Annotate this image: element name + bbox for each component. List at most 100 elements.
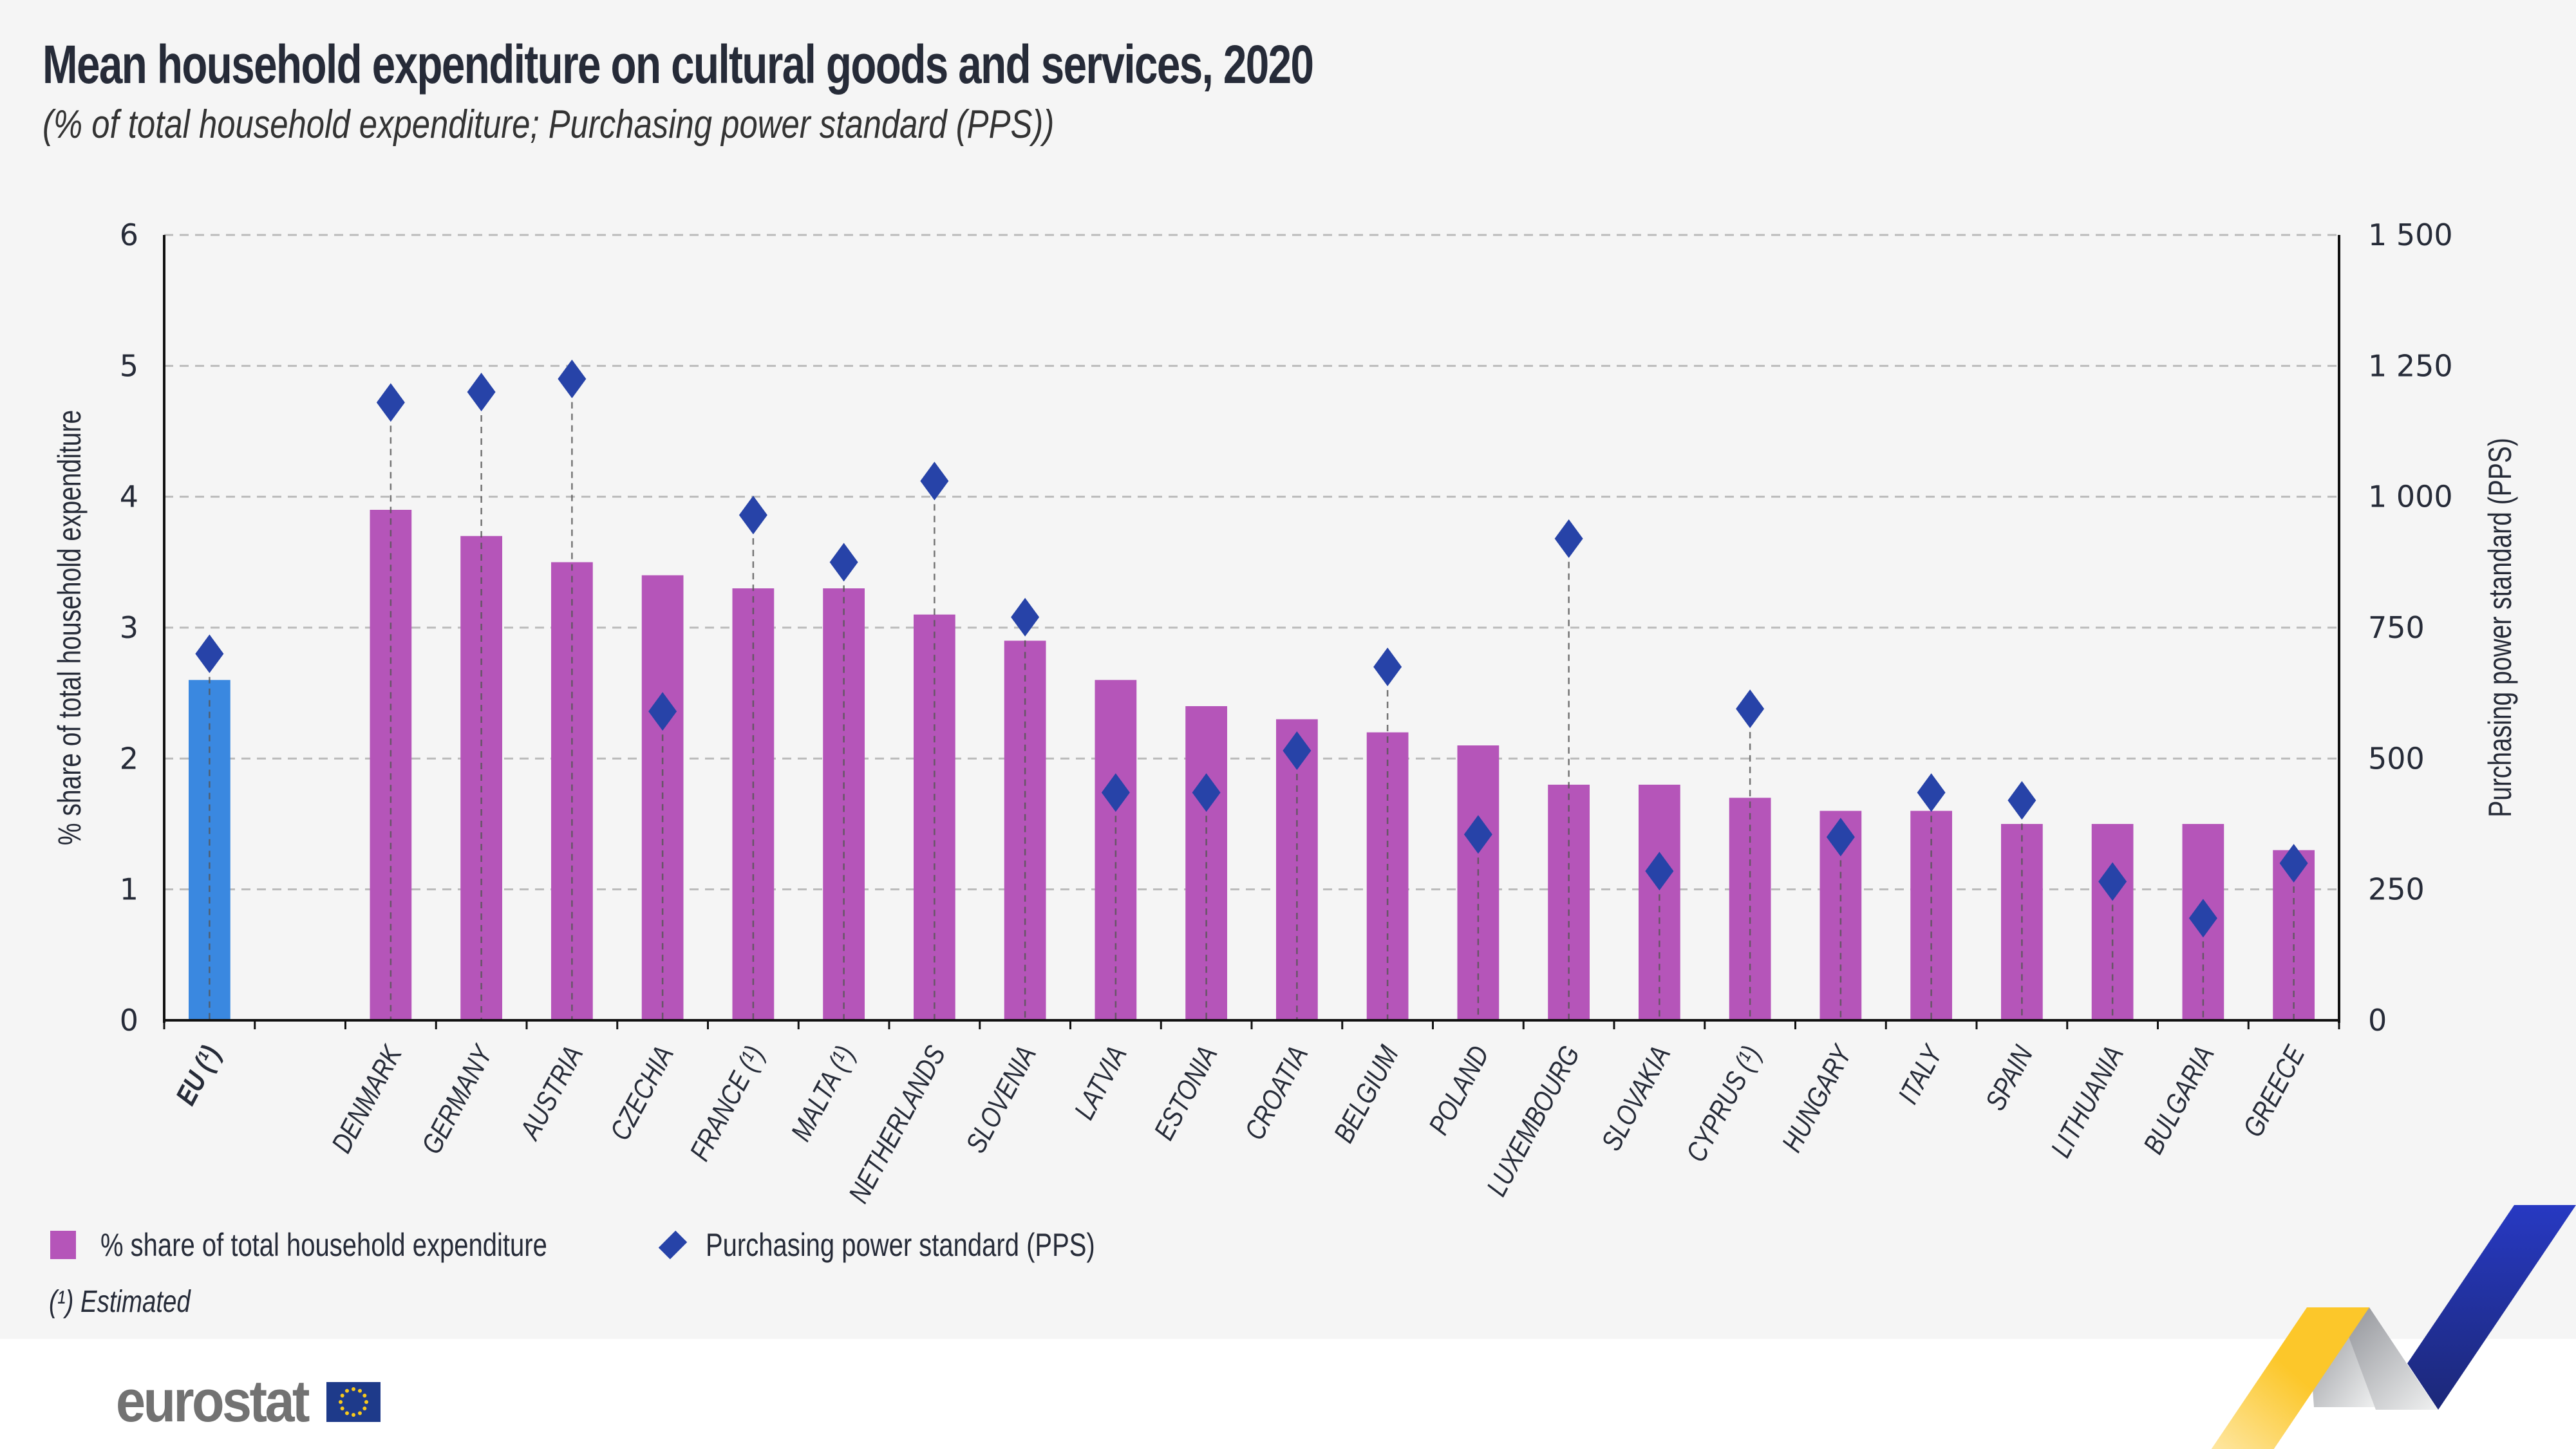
y-tick-label: 1	[120, 872, 138, 907]
y-tick-label: 6	[120, 218, 138, 252]
y-axis-label: % share of total household expenditure	[51, 410, 88, 845]
pps-diamond	[195, 634, 224, 673]
diamond-stems	[209, 379, 2295, 1020]
pps-diamond	[1917, 773, 1946, 812]
x-tick-label: ESTONIA	[1148, 1041, 1223, 1145]
pps-diamond	[829, 543, 858, 582]
chart-panel	[0, 0, 2576, 1339]
pps-diamond	[1736, 689, 1765, 729]
pps-diamonds	[195, 359, 2308, 938]
legend-diamond-label: Purchasing power standard (PPS)	[706, 1227, 1095, 1263]
legend-bar-label: % share of total household expenditure	[100, 1227, 547, 1263]
x-tick-label: SPAIN	[1979, 1040, 2039, 1116]
eu-flag-icon	[326, 1381, 381, 1422]
bar	[1639, 785, 1680, 1020]
x-tick-label: AUSTRIA	[513, 1041, 589, 1146]
y2-tick-label: 500	[2368, 741, 2425, 776]
pps-diamond	[1283, 731, 1312, 771]
pps-diamond	[376, 383, 405, 422]
bar	[1095, 680, 1137, 1020]
y-tick-label: 3	[120, 610, 138, 645]
pps-diamond	[648, 692, 677, 731]
gridlines	[164, 234, 2339, 891]
x-tick-label: CZECHIA	[604, 1041, 680, 1146]
pps-diamond	[738, 496, 767, 535]
pps-diamond	[1463, 815, 1492, 854]
decorative-chevron	[2211, 1205, 2576, 1449]
y2-tick-label: 1 500	[2368, 218, 2453, 252]
flag-star-icon	[344, 1410, 349, 1415]
chart: 0 1 2 3 4 5 6 0 250 500 750 1 000 1 250 1 500 EU (¹)…	[51, 218, 2518, 1208]
legend-item-share: % share of total household expenditure	[50, 1226, 659, 1264]
x-tick-label: FRANCE (¹)	[684, 1041, 771, 1166]
x-tick-label: ITALY	[1892, 1039, 1950, 1109]
x-tick-label: DENMARK	[325, 1040, 408, 1158]
pps-diamond	[1101, 773, 1130, 812]
flag-star-icon	[362, 1393, 367, 1398]
x-tick-label: HUNGARY	[1776, 1039, 1859, 1157]
bar	[823, 588, 865, 1020]
legend-diamond-icon	[658, 1230, 688, 1260]
bar	[1910, 810, 1952, 1020]
y2-tick-label: 750	[2368, 610, 2425, 645]
y-tick-label: 4	[120, 480, 138, 514]
legend-item-pps: Purchasing power standard (PPS)	[658, 1226, 1192, 1264]
pps-diamond	[2098, 862, 2127, 901]
y2-tick-label: 1 250	[2368, 348, 2453, 383]
x-tick-label: CYPRUS (¹)	[1680, 1041, 1767, 1167]
x-tick-label: LUXEMBOURG	[1480, 1041, 1586, 1202]
flag-star-icon	[362, 1406, 367, 1410]
chart-title: Mean household expenditure on cultural g…	[42, 34, 1314, 95]
y2-tick-label: 1 000	[2368, 480, 2453, 514]
x-tick-label: BELGIUM	[1328, 1040, 1405, 1148]
y2-tick-label: 250	[2368, 872, 2425, 907]
y2-axis-label: Purchasing power standard (PPS)	[2481, 438, 2518, 817]
pps-diamond	[1554, 519, 1583, 558]
x-tick-label: BULGARIA	[2137, 1041, 2220, 1159]
x-tick-label: POLAND	[1422, 1041, 1495, 1140]
legend-bar-swatch	[50, 1231, 76, 1259]
x-tick-label: GERMANY	[415, 1039, 499, 1159]
y-tick-labels: 0 1 2 3 4 5 6	[120, 218, 138, 1038]
pps-diamond	[1826, 818, 1855, 857]
x-tick-label: SLOVENIA	[960, 1041, 1042, 1158]
x-tick-label: LITHUANIA	[2045, 1041, 2130, 1163]
flag-star-icon	[357, 1410, 362, 1415]
pps-diamond	[467, 373, 496, 411]
x-tick-label: CROATIA	[1239, 1041, 1314, 1145]
flag-star-icon	[357, 1388, 362, 1393]
flag-star-icon	[340, 1406, 344, 1410]
flag-star-icon	[344, 1388, 349, 1393]
pps-diamond	[920, 462, 949, 501]
pps-diamond	[1373, 648, 1402, 686]
pps-diamond	[2007, 781, 2036, 820]
logo-text: eurostat	[116, 1369, 310, 1434]
pps-diamond	[2188, 899, 2217, 938]
flag-star-icon	[351, 1412, 355, 1417]
pps-diamond	[558, 359, 587, 398]
pps-diamond	[1192, 773, 1221, 812]
x-tick-labels: EU (¹) DENMARK GERMANY AUSTRIA CZECHIA FRANCE…	[169, 1039, 2311, 1208]
x-tick-label: NETHERLANDS	[843, 1040, 952, 1208]
footnote: (¹) Estimated	[49, 1285, 191, 1319]
axes	[163, 235, 2340, 1029]
y-tick-label: 5	[120, 348, 138, 383]
pps-diamond	[1011, 597, 1040, 637]
x-tick-label: LATVIA	[1068, 1041, 1133, 1125]
chart-subtitle: (% of total household expenditure; Purch…	[42, 102, 1055, 147]
flag-star-icon	[351, 1387, 355, 1391]
y2-tick-label: 0	[2368, 1003, 2387, 1038]
flag-star-icon	[364, 1399, 368, 1404]
eurostat-logo: eurostat	[116, 1368, 381, 1435]
bars	[189, 510, 2315, 1020]
x-tick-label: EU (¹)	[169, 1041, 227, 1110]
x-tick-label: GREECE	[2237, 1040, 2311, 1143]
y-tick-label: 0	[120, 1003, 138, 1038]
x-tick-label: SLOVAKIA	[1595, 1041, 1677, 1156]
pps-diamond	[2279, 844, 2308, 883]
y-tick-label: 2	[120, 741, 138, 776]
pps-diamond	[1645, 852, 1674, 891]
flag-star-icon	[338, 1399, 343, 1404]
y2-tick-labels: 0 250 500 750 1 000 1 250 1 500	[2368, 218, 2453, 1038]
x-tick-label: MALTA (¹)	[785, 1041, 861, 1146]
